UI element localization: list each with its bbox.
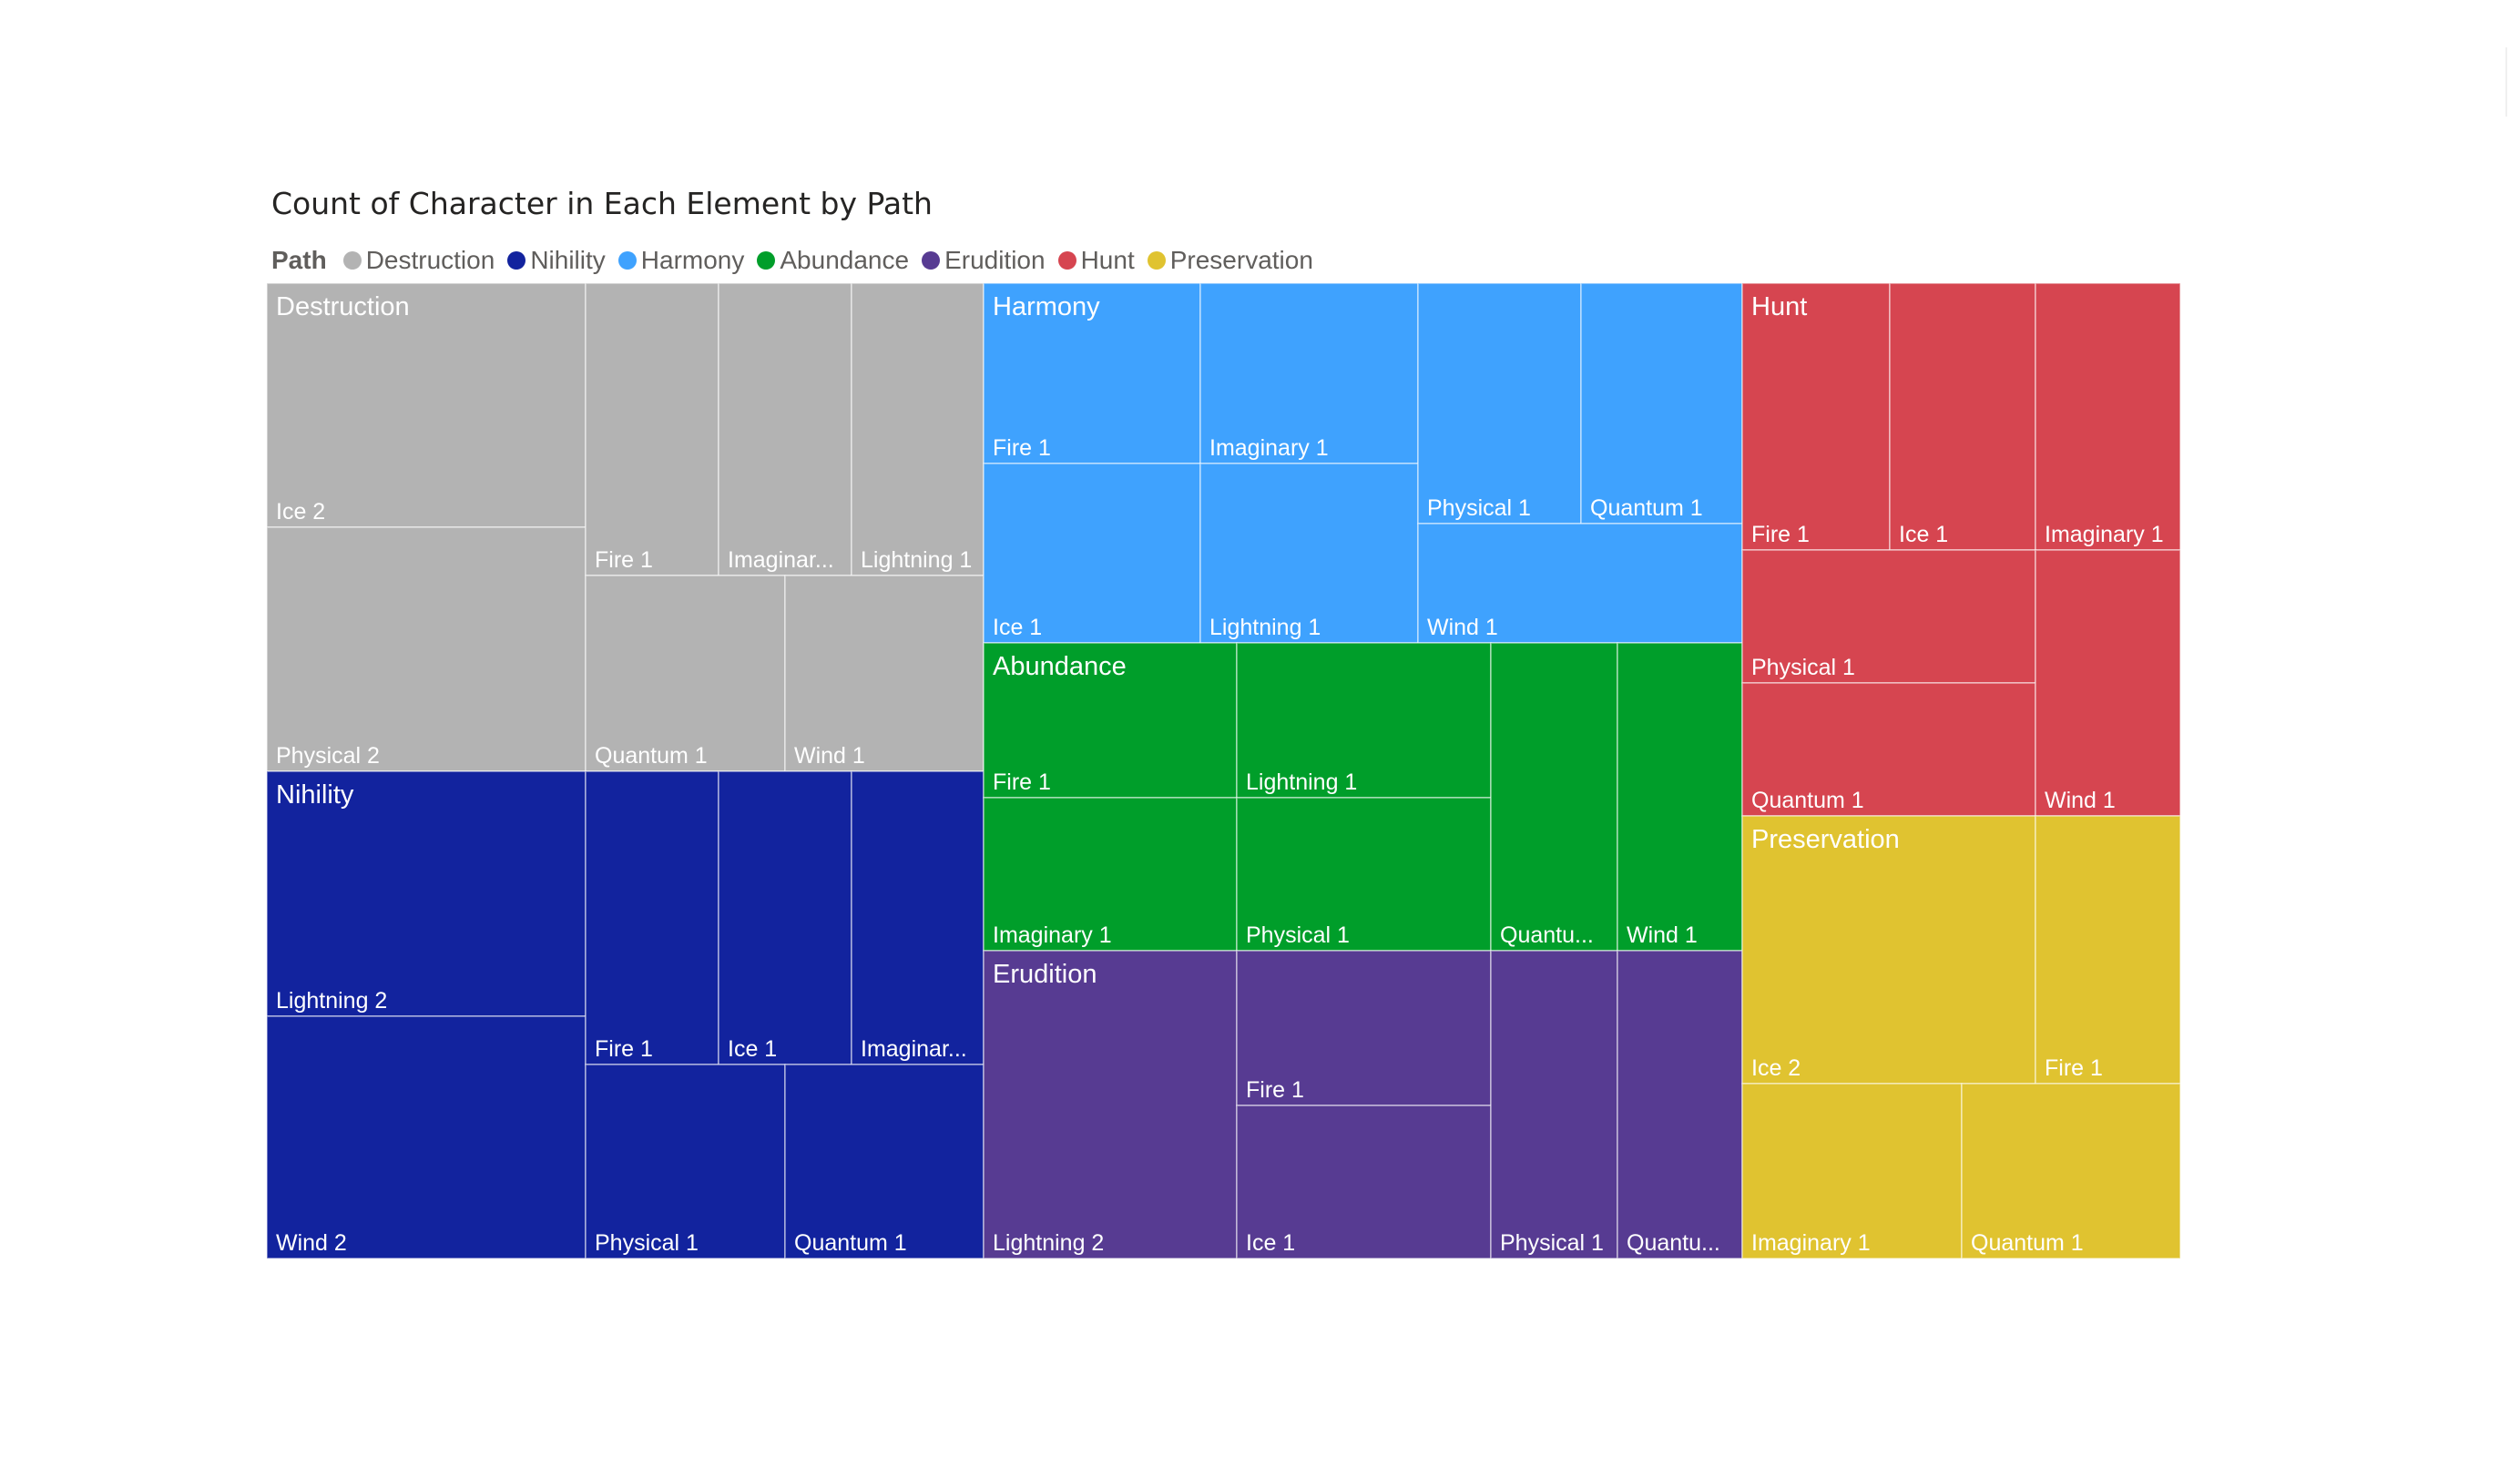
treemap-tile-hunt-ice[interactable] — [1890, 283, 2035, 550]
treemap-tile-label-erudition-ice: Ice 1 — [1246, 1230, 1295, 1256]
treemap-tile-preservation-ice[interactable] — [1742, 816, 2035, 1084]
treemap-tile-label-destruction-ice: Ice 2 — [276, 499, 325, 525]
treemap-tile-label-destruction-fire: Fire 1 — [595, 547, 653, 573]
treemap-group-label-preservation: Preservation — [1751, 825, 1900, 854]
treemap-tile-label-preservation-quantum: Quantum 1 — [1971, 1230, 2084, 1256]
treemap-tile-label-hunt-wind: Wind 1 — [2045, 788, 2116, 813]
treemap-tile-label-erudition-physical: Physical 1 — [1500, 1230, 1604, 1256]
treemap-tile-nihility-wind[interactable] — [267, 1016, 586, 1258]
treemap-tile-label-erudition-fire: Fire 1 — [1246, 1077, 1304, 1103]
treemap-tile-label-hunt-ice: Ice 1 — [1899, 522, 1948, 547]
treemap-tile-label-harmony-ice: Ice 1 — [993, 615, 1042, 640]
treemap-tile-hunt-fire[interactable] — [1742, 283, 1890, 550]
treemap-tile-label-destruction-wind: Wind 1 — [794, 743, 865, 769]
treemap-group-hunt: Fire 1 Ice 1 Imaginary 1 Physical 1 Quantum … — [1742, 283, 2180, 816]
treemap-group-preservation: Ice 2 Fire 1 Imaginary 1 Quantum 1 Preservat… — [1742, 816, 2180, 1258]
treemap-tile-label-nihility-lightning: Lightning 2 — [276, 988, 387, 1014]
treemap-tile-preservation-fire[interactable] — [2035, 816, 2180, 1084]
treemap-tile-abundance-wind[interactable] — [1617, 643, 1742, 951]
treemap-tile-label-nihility-imaginary: Imaginar... — [861, 1036, 967, 1062]
treemap-tile-label-nihility-quantum: Quantum 1 — [794, 1230, 907, 1256]
treemap-tile-label-harmony-lightning: Lightning 1 — [1209, 615, 1321, 640]
treemap-group-abundance: Fire 1 Lightning 1 Imaginary 1 Physical 1 Qu… — [984, 643, 1742, 951]
treemap-group-harmony: Fire 1 Imaginary 1 Ice 1 Lightning 1 Physica… — [984, 283, 1742, 643]
treemap-tile-nihility-ice[interactable] — [719, 771, 852, 1065]
treemap-tile-label-abundance-physical: Physical 1 — [1246, 922, 1350, 948]
treemap-tile-destruction-fire[interactable] — [586, 283, 719, 576]
treemap-tile-label-preservation-fire: Fire 1 — [2045, 1055, 2103, 1081]
treemap-tile-label-destruction-quantum: Quantum 1 — [595, 743, 708, 769]
treemap-tile-erudition-physical[interactable] — [1491, 951, 1617, 1258]
treemap-group-label-hunt: Hunt — [1751, 292, 1807, 321]
treemap-tile-harmony-physical[interactable] — [1418, 283, 1581, 524]
treemap-tile-label-hunt-fire: Fire 1 — [1751, 522, 1810, 547]
treemap-tile-label-destruction-physical: Physical 2 — [276, 743, 380, 769]
treemap-tile-label-abundance-wind: Wind 1 — [1627, 922, 1698, 948]
treemap-group-label-destruction: Destruction — [276, 292, 410, 321]
treemap-tile-label-harmony-imaginary: Imaginary 1 — [1209, 435, 1329, 461]
treemap-tile-label-harmony-quantum: Quantum 1 — [1590, 495, 1703, 521]
treemap-tile-label-nihility-physical: Physical 1 — [595, 1230, 699, 1256]
treemap-tile-label-harmony-wind: Wind 1 — [1427, 615, 1498, 640]
treemap-group-label-harmony: Harmony — [993, 292, 1100, 321]
treemap-group-label-nihility: Nihility — [276, 780, 354, 810]
treemap-tile-nihility-imaginary[interactable] — [852, 771, 984, 1065]
treemap-tile-label-abundance-lightning: Lightning 1 — [1246, 769, 1357, 795]
treemap-tile-label-abundance-quantum: Quantu... — [1500, 922, 1594, 948]
treemap-tile-hunt-wind[interactable] — [2035, 550, 2180, 816]
treemap-tile-label-hunt-quantum: Quantum 1 — [1751, 788, 1864, 813]
treemap-tile-abundance-quantum[interactable] — [1491, 643, 1617, 951]
treemap-tile-destruction-imaginary[interactable] — [719, 283, 852, 576]
treemap-tile-label-harmony-fire: Fire 1 — [993, 435, 1051, 461]
treemap-tile-destruction-wind[interactable] — [785, 576, 984, 771]
treemap-tile-label-harmony-physical: Physical 1 — [1427, 495, 1531, 521]
treemap-tile-label-abundance-fire: Fire 1 — [993, 769, 1051, 795]
treemap-tile-label-nihility-ice: Ice 1 — [728, 1036, 777, 1062]
treemap-group-nihility: Lightning 2 Wind 2 Fire 1 Ice 1 Imaginar... P… — [267, 771, 984, 1258]
treemap-group-label-erudition: Erudition — [993, 960, 1097, 989]
treemap-tile-destruction-quantum[interactable] — [586, 576, 785, 771]
treemap-tile-label-erudition-quantum: Quantu... — [1627, 1230, 1720, 1256]
treemap-tile-label-preservation-ice: Ice 2 — [1751, 1055, 1801, 1081]
treemap-tile-label-preservation-imaginary: Imaginary 1 — [1751, 1230, 1871, 1256]
treemap-tile-erudition-quantum[interactable] — [1617, 951, 1742, 1258]
treemap-tile-destruction-lightning[interactable] — [852, 283, 984, 576]
treemap-tile-label-hunt-imaginary: Imaginary 1 — [2045, 522, 2164, 547]
treemap-group-label-abundance: Abundance — [993, 652, 1127, 681]
treemap-tile-label-destruction-imaginary: Imaginar... — [728, 547, 834, 573]
treemap-tile-harmony-quantum[interactable] — [1581, 283, 1742, 524]
treemap-tile-nihility-fire[interactable] — [586, 771, 719, 1065]
treemap-tile-label-nihility-wind: Wind 2 — [276, 1230, 347, 1256]
treemap-tile-label-destruction-lightning: Lightning 1 — [861, 547, 972, 573]
treemap-tile-label-nihility-fire: Fire 1 — [595, 1036, 653, 1062]
treemap-group-erudition: Lightning 2 Fire 1 Ice 1 Physical 1 Quantu..… — [984, 951, 1742, 1258]
treemap-tile-hunt-imaginary[interactable] — [2035, 283, 2180, 550]
treemap-tile-destruction-physical[interactable] — [267, 527, 586, 771]
treemap-tile-erudition-lightning[interactable] — [984, 951, 1237, 1258]
treemap-tile-label-abundance-imaginary: Imaginary 1 — [993, 922, 1112, 948]
treemap-tile-label-erudition-lightning: Lightning 2 — [993, 1230, 1104, 1256]
treemap-group-destruction: Ice 2 Physical 2 Fire 1 Imaginar... Lightnin… — [267, 283, 984, 771]
treemap-tile-label-hunt-physical: Physical 1 — [1751, 655, 1855, 680]
